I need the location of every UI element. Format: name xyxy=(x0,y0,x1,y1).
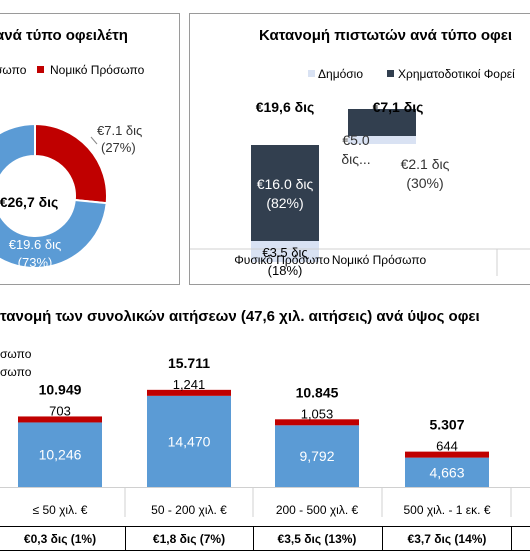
natural-label-1: 14,470 xyxy=(168,433,211,449)
bar-legal-1 xyxy=(147,389,231,396)
debtor-type-title: ανά τύπο οφειλέτη xyxy=(0,27,128,44)
amount-cell-1: €1,8 δις (7%) xyxy=(153,532,225,546)
legend-label-public: Δημόσιο xyxy=(318,67,363,81)
creditor-type-bar-chart: Δημόσιο Χρηματοδοτικοί Φορεί Φυσικό Πρόσωπ… xyxy=(190,67,530,278)
legend-label-legal: σωπο xyxy=(0,365,32,379)
bar-natural-2 xyxy=(275,425,359,487)
legend-swatch-financial xyxy=(387,70,394,77)
total-label-0: €19,6 δις xyxy=(256,99,315,115)
category-label-0: ≤ 50 χιλ. € xyxy=(33,503,88,517)
bar-natural-3 xyxy=(405,457,489,487)
legal-label-1: 1,241 xyxy=(173,377,206,392)
bar-financial-0 xyxy=(251,145,319,241)
financial-label-0: €16.0 δις xyxy=(257,176,314,192)
legend-label-legal: Νομικό Πρόσωπο xyxy=(50,63,145,77)
legal-label-2: 1,053 xyxy=(301,406,334,421)
total-label-3: 5.307 xyxy=(429,417,464,433)
bar-legal-2 xyxy=(275,419,359,426)
amounts-table-border xyxy=(0,526,530,551)
slice-label-natural-value: €19.6 δις xyxy=(9,237,62,252)
amount-cell-2: €3,5 δις (13%) xyxy=(278,532,357,546)
legal-label-0: 703 xyxy=(49,403,71,418)
amount-cell-0: €0,3 δις (1%) xyxy=(24,532,96,546)
bar-public-1 xyxy=(348,136,416,144)
applications-panel: τανομή των συνολικών αιτήσεων (47,6 χιλ.… xyxy=(0,290,530,560)
bar-legal-0 xyxy=(18,416,102,423)
applications-title: τανομή των συνολικών αιτήσεων (47,6 χιλ.… xyxy=(0,308,480,325)
financial-label-1: €5.0 xyxy=(342,132,369,148)
bar-financial-1 xyxy=(348,109,416,136)
donut-center-total: €26,7 δις xyxy=(0,194,58,210)
creditor-type-title: Κατανομή πιστωτών ανά τύπο οφει xyxy=(259,27,513,44)
donut-slice-natural xyxy=(0,122,108,269)
total-label-1: €7,1 δις xyxy=(373,99,424,115)
legend-swatch-public xyxy=(308,70,315,77)
natural-label-2: 9,792 xyxy=(299,448,334,464)
total-label-0: 10.949 xyxy=(39,381,82,397)
amount-cell-3: €3,7 δις (14%) xyxy=(408,532,487,546)
applications-bar-chart: σωπο σωπο 10,246 703 10.949 ≤ 50 χιλ. € €0,3 δ… xyxy=(0,347,530,551)
donut-slice-legal xyxy=(34,122,108,205)
creditor-type-panel: Κατανομή πιστωτών ανά τύπο οφει Δημόσιο Χ… xyxy=(189,13,530,285)
legend-label-natural: σωπο xyxy=(0,63,27,77)
slice-label-natural-pct: (73%) xyxy=(18,255,53,270)
category-label-1: Νομικό Πρόσωπο xyxy=(332,253,427,267)
bar-natural-0 xyxy=(18,422,102,487)
financial-label2-1: δις... xyxy=(341,151,370,167)
category-label-1: 50 - 200 χιλ. € xyxy=(151,503,227,517)
public-pct-0: (18%) xyxy=(268,263,303,278)
debtor-type-panel: ανά τύπο οφειλέτη σωπο Νομικό Πρόσωπο €26,… xyxy=(0,13,180,285)
natural-label-0: 10,246 xyxy=(39,447,82,463)
legal-label-3: 644 xyxy=(436,439,458,454)
slice-label-legal-pct: (27%) xyxy=(101,140,136,155)
category-label-2: 200 - 500 χιλ. € xyxy=(276,503,359,517)
slice-leader-line xyxy=(90,136,98,145)
financial-pct-0: (82%) xyxy=(266,195,303,211)
category-label-3: 500 χιλ. - 1 εκ. € xyxy=(403,503,490,517)
bar-natural-1 xyxy=(147,395,231,487)
slice-label-legal-value: €7.1 δις xyxy=(97,123,142,138)
bar-public-0 xyxy=(251,241,319,262)
debtor-type-donut-chart: σωπο Νομικό Πρόσωπο €26,7 δις €7.1 δις (27%)… xyxy=(0,63,145,270)
bar-legal-3 xyxy=(405,451,489,458)
total-label-1: 15.711 xyxy=(168,355,210,371)
total-label-2: 10.845 xyxy=(296,384,339,400)
public-label-0: €3.5 δις xyxy=(262,245,307,260)
category-label-0: Φυσικό Πρόσωπο xyxy=(234,253,330,267)
natural-label-3: 4,663 xyxy=(429,464,464,480)
legend-swatch-legal xyxy=(37,66,44,73)
public-pct-1: (30%) xyxy=(406,175,443,191)
legend-label-natural: σωπο xyxy=(0,347,32,361)
public-label-1: €2.1 δις xyxy=(401,156,450,172)
legend-label-financial: Χρηματοδοτικοί Φορεί xyxy=(398,67,515,81)
